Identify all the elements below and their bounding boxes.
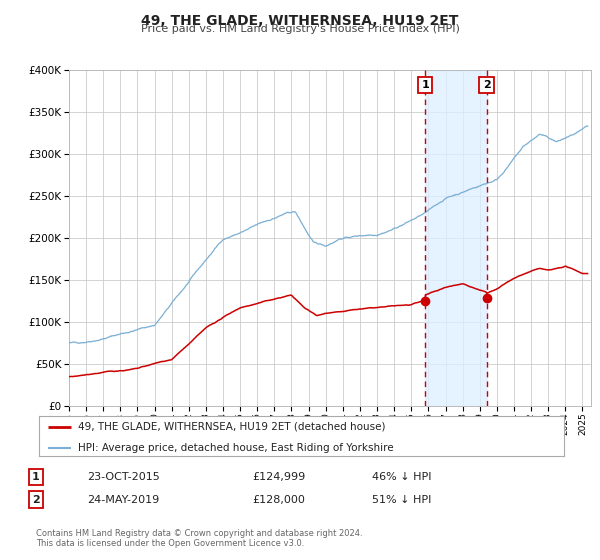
Text: 49, THE GLADE, WITHERNSEA, HU19 2ET: 49, THE GLADE, WITHERNSEA, HU19 2ET: [142, 14, 458, 28]
Text: 23-OCT-2015: 23-OCT-2015: [87, 472, 160, 482]
Text: 24-MAY-2019: 24-MAY-2019: [87, 494, 159, 505]
Text: 46% ↓ HPI: 46% ↓ HPI: [372, 472, 431, 482]
Bar: [425, 70, 487, 406]
Text: 2: 2: [32, 494, 40, 505]
Text: HPI: Average price, detached house, East Riding of Yorkshire: HPI: Average price, detached house, East…: [79, 442, 394, 452]
Text: Contains HM Land Registry data © Crown copyright and database right 2024.: Contains HM Land Registry data © Crown c…: [36, 529, 362, 538]
Text: 1: 1: [421, 80, 429, 90]
Text: 1: 1: [32, 472, 40, 482]
Text: £124,999: £124,999: [252, 472, 305, 482]
Text: This data is licensed under the Open Government Licence v3.0.: This data is licensed under the Open Gov…: [36, 539, 304, 548]
Text: 51% ↓ HPI: 51% ↓ HPI: [372, 494, 431, 505]
Text: 49, THE GLADE, WITHERNSEA, HU19 2ET (detached house): 49, THE GLADE, WITHERNSEA, HU19 2ET (det…: [79, 422, 386, 432]
Text: Price paid vs. HM Land Registry's House Price Index (HPI): Price paid vs. HM Land Registry's House …: [140, 24, 460, 34]
Text: 2: 2: [483, 80, 490, 90]
Text: £128,000: £128,000: [252, 494, 305, 505]
